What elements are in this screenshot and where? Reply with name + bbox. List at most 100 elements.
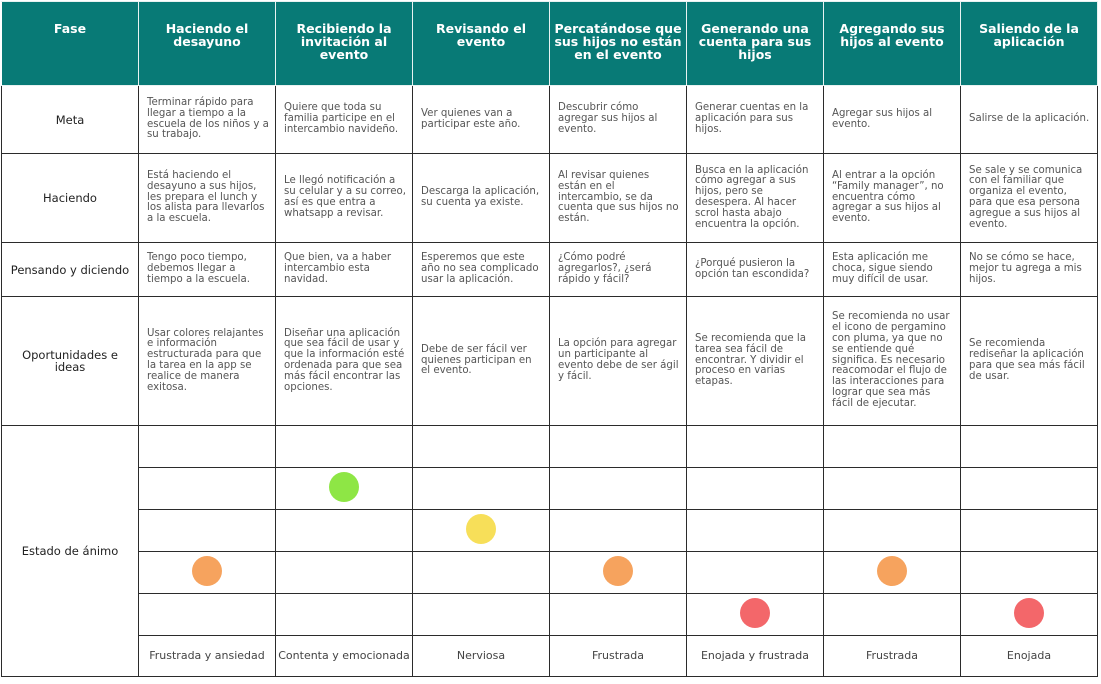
- phase-header: Saliendo de la aplicación: [960, 1, 1098, 86]
- phase-header: Revisando el evento: [412, 1, 550, 86]
- mood-label: Nerviosa: [412, 635, 550, 677]
- mood-label: Frustrada y ansiedad: [138, 635, 276, 677]
- mood-grid-cell: [412, 467, 550, 510]
- pensando-cell: ¿Cómo podré agregarlos?, ¿será rápido y …: [549, 242, 687, 297]
- mood-grid-cell: [823, 551, 961, 594]
- mood-grid-cell: [686, 467, 824, 510]
- mood-grid-cell: [686, 509, 824, 552]
- meta-cell: Generar cuentas en la aplicación para su…: [686, 85, 824, 154]
- mood-grid-cell: [549, 593, 687, 636]
- oportunidades-row: Oportunidades e ideas Usar colores relaj…: [1, 296, 1098, 426]
- mood-grid-cell: [823, 425, 961, 468]
- mood-grid-cell: [412, 509, 550, 552]
- mood-grid-cell: [960, 425, 1098, 468]
- haciendo-label: Haciendo: [1, 153, 139, 243]
- mood-grid-cell: [412, 551, 550, 594]
- haciendo-cell: Descarga la aplicación, su cuenta ya exi…: [412, 153, 550, 243]
- mood-grid-cell: [412, 593, 550, 636]
- mood-grid-cell: [960, 551, 1098, 594]
- mood-grid-cell: [275, 593, 413, 636]
- mood-grid-cell: [275, 509, 413, 552]
- haciendo-cell: Al entrar a la opción “Family manager”, …: [823, 153, 961, 243]
- mood-level-row: [2, 593, 1098, 636]
- oportunidades-cell: Se recomienda que la tarea sea fácil de …: [686, 296, 824, 426]
- haciendo-cell: Le llegó notificación a su celular y a s…: [275, 153, 413, 243]
- mood-grid-cell: [412, 425, 550, 468]
- phase-header: Percatándose que sus hijos no están en e…: [549, 1, 687, 86]
- phase-header: Recibiendo la invitación al evento: [275, 1, 413, 86]
- pensando-cell: Esta aplicación me choca, sigue siendo m…: [823, 242, 961, 297]
- mood-label: Contenta y emocionada: [275, 635, 413, 677]
- mood-grid-cell: [275, 467, 413, 510]
- mood-level-row: [2, 551, 1098, 594]
- meta-cell: Agregar sus hijos al evento.: [823, 85, 961, 154]
- mood-grid-cell: [138, 593, 276, 636]
- mood-grid-cell: [823, 467, 961, 510]
- mood-level-row: [2, 509, 1098, 552]
- haciendo-cell: Busca en la aplicación cómo agregar a su…: [686, 153, 824, 243]
- mood-labels-row: Frustrada y ansiedad Contenta y emociona…: [2, 635, 1098, 677]
- meta-label: Meta: [1, 85, 139, 154]
- mood-grid-cell: [686, 425, 824, 468]
- oportunidades-label: Oportunidades e ideas: [1, 296, 139, 426]
- mood-grid-cell: [275, 551, 413, 594]
- mood-grid-cell: [138, 425, 276, 468]
- haciendo-cell: Se sale y se comunica con el familiar qu…: [960, 153, 1098, 243]
- oportunidades-cell: Usar colores relajantes e información es…: [138, 296, 276, 426]
- oportunidades-cell: Diseñar una aplicación que sea fácil de …: [275, 296, 413, 426]
- mood-grid-cell: [275, 425, 413, 468]
- phase-header: Agregando sus hijos al evento: [823, 1, 961, 86]
- phase-header: Haciendo el desayuno: [138, 1, 276, 86]
- mood-grid-cell: [138, 509, 276, 552]
- oportunidades-cell: Debe de ser fácil ver quienes participan…: [412, 296, 550, 426]
- mood-happy-dot: [329, 471, 359, 502]
- mood-frustrated-dot: [192, 555, 222, 586]
- fase-header: Fase: [1, 1, 139, 86]
- mood-grid-cell: [960, 593, 1098, 636]
- mood-grid-cell: [686, 593, 824, 636]
- mood-label: Frustrada: [549, 635, 687, 677]
- pensando-cell: Que bien, va a haber intercambio esta na…: [275, 242, 413, 297]
- mood-angry-dot: [740, 597, 770, 628]
- estado-label: Estado de ánimo: [1, 425, 139, 677]
- oportunidades-cell: Se recomienda no usar el icono de pergam…: [823, 296, 961, 426]
- mood-grid-cell: [549, 425, 687, 468]
- mood-grid-cell: [823, 509, 961, 552]
- pensando-row: Pensando y diciendo Tengo poco tiempo, d…: [1, 242, 1098, 297]
- mood-grid-cell: [823, 593, 961, 636]
- pensando-cell: No se cómo se hace, mejor tu agrega a mi…: [960, 242, 1098, 297]
- meta-cell: Terminar rápido para llegar a tiempo a l…: [138, 85, 276, 154]
- mood-label: Frustrada: [823, 635, 961, 677]
- mood-grid-cell: [549, 467, 687, 510]
- mood-grid-cell: [138, 551, 276, 594]
- meta-row: Meta Terminar rápido para llegar a tiemp…: [1, 85, 1098, 154]
- haciendo-cell: Al revisar quienes están en el intercamb…: [549, 153, 687, 243]
- mood-level-row: [2, 467, 1098, 510]
- pensando-label: Pensando y diciendo: [1, 242, 139, 297]
- mood-nervous-dot: [466, 513, 496, 544]
- mood-grid-cell: [549, 509, 687, 552]
- mood-grid-cell: [686, 551, 824, 594]
- meta-cell: Salirse de la aplicación.: [960, 85, 1098, 154]
- mood-grid-cell: [138, 467, 276, 510]
- mood-grid-cell: [960, 509, 1098, 552]
- pensando-cell: Esperemos que este año no sea complicado…: [412, 242, 550, 297]
- meta-cell: Quiere que toda su familia participe en …: [275, 85, 413, 154]
- pensando-cell: Tengo poco tiempo, debemos llegar a tiem…: [138, 242, 276, 297]
- mood-grid-cell: [549, 551, 687, 594]
- oportunidades-cell: Se recomienda rediseñar la aplicación pa…: [960, 296, 1098, 426]
- pensando-cell: ¿Porqué pusieron la opción tan escondida…: [686, 242, 824, 297]
- oportunidades-cell: La opción para agregar un participante a…: [549, 296, 687, 426]
- mood-frustrated-dot: [603, 555, 633, 586]
- mood-label: Enojada y frustrada: [686, 635, 824, 677]
- phase-header: Generando una cuenta para sus hijos: [686, 1, 824, 86]
- mood-grid-cell: [960, 467, 1098, 510]
- haciendo-cell: Está haciendo el desayuno a sus hijos, l…: [138, 153, 276, 243]
- phase-header-row: Fase Haciendo el desayuno Recibiendo la …: [1, 1, 1098, 86]
- meta-cell: Ver quienes van a participar este año.: [412, 85, 550, 154]
- mood-angry-dot: [1014, 597, 1044, 628]
- mood-frustrated-dot: [877, 555, 907, 586]
- haciendo-row: Haciendo Está haciendo el desayuno a sus…: [1, 153, 1098, 243]
- meta-cell: Descubrir cómo agregar sus hijos al even…: [549, 85, 687, 154]
